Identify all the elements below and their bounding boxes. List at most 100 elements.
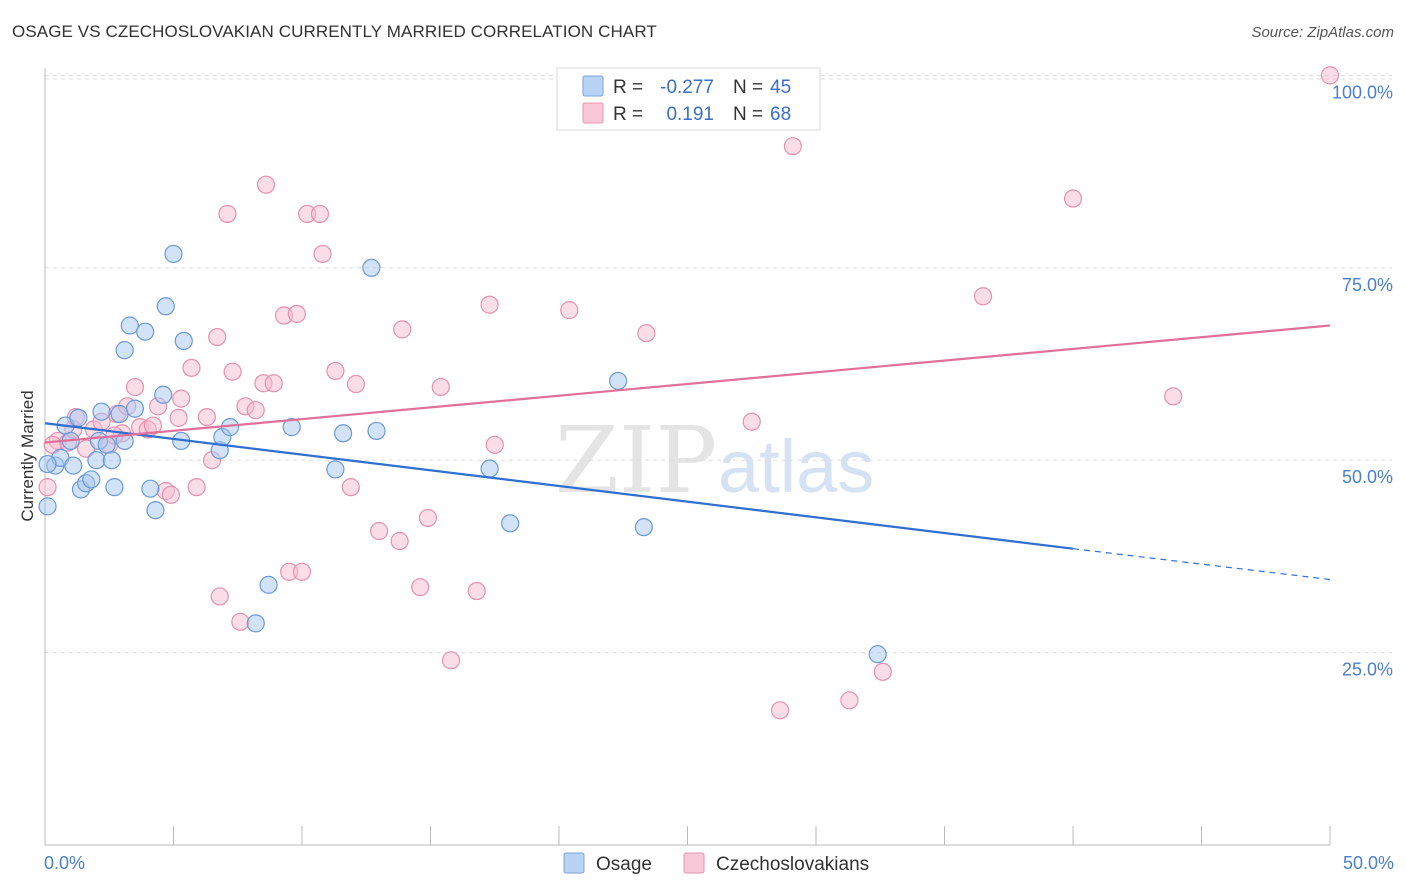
czechoslovakians-point[interactable] <box>411 578 430 597</box>
czechoslovakians-point[interactable] <box>742 412 761 431</box>
x-ticks <box>44 826 1331 845</box>
czechoslovakians-point[interactable] <box>172 389 191 408</box>
czechoslovakians-point[interactable] <box>292 562 312 581</box>
osage-point[interactable] <box>246 614 265 633</box>
osage-point[interactable] <box>102 451 121 470</box>
czechoslovakians-point[interactable] <box>873 662 892 681</box>
czechoslovakians-point[interactable] <box>246 401 265 420</box>
czechoslovakians-point[interactable] <box>223 362 242 381</box>
czechoslovakians-point[interactable] <box>256 175 276 194</box>
czechoslovakians-point[interactable] <box>441 651 461 670</box>
czechoslovakians-point[interactable] <box>210 587 229 606</box>
gridlines <box>45 74 1392 654</box>
czechoslovakians-point[interactable] <box>287 304 306 324</box>
osage-point[interactable] <box>480 459 499 478</box>
legend-osage-n-value: 45 <box>770 77 791 98</box>
osage-point[interactable] <box>64 456 83 475</box>
czechoslovakians-point[interactable] <box>1320 66 1340 85</box>
osage-point[interactable] <box>156 297 175 316</box>
watermark-zip: ZIP <box>555 407 717 514</box>
czechoslovakians-point[interactable] <box>370 521 389 541</box>
legend-czech-n-value: 68 <box>770 104 791 125</box>
osage-point[interactable] <box>154 385 173 404</box>
czechoslovakians-point[interactable] <box>182 358 201 377</box>
osage-point[interactable] <box>38 454 57 474</box>
czechoslovakians-point[interactable] <box>770 701 790 720</box>
czechoslovakians-point[interactable] <box>560 301 579 320</box>
osage-point[interactable] <box>609 371 628 391</box>
czechoslovakians-point[interactable] <box>197 407 217 427</box>
czechoslovakians-point[interactable] <box>480 295 499 314</box>
osage-point[interactable] <box>367 421 386 441</box>
series-legend: Osage Czechoslovakians <box>563 852 869 875</box>
czechoslovakians-point[interactable] <box>169 408 188 427</box>
osage-point[interactable] <box>146 501 165 520</box>
y-axis-label: Currently Married <box>18 390 37 521</box>
czechoslovakians-point[interactable] <box>326 361 345 381</box>
osage-point[interactable] <box>120 316 139 335</box>
correlation-legend: R = -0.277 N = 45 R = 0.191 N = 68 <box>556 67 821 131</box>
legend-osage-r-label: R = <box>613 77 643 98</box>
czechoslovakians-point[interactable] <box>264 374 283 393</box>
czechoslovakians-point[interactable] <box>431 377 450 397</box>
czechoslovakians-point[interactable] <box>840 691 859 710</box>
osage-point[interactable] <box>38 497 57 516</box>
czechoslovakians-point[interactable] <box>313 244 332 264</box>
czechoslovakians-point[interactable] <box>218 204 237 224</box>
czechoslovakians-point[interactable] <box>346 374 366 394</box>
czechoslovakians-point[interactable] <box>231 612 250 631</box>
czechoslovakians-point[interactable] <box>208 327 227 347</box>
czechoslovakians-point[interactable] <box>393 320 412 339</box>
osage-point[interactable] <box>174 331 193 351</box>
czechoslovakians-point[interactable] <box>310 204 330 224</box>
czechoslovakians-point[interactable] <box>637 324 656 343</box>
osage-point[interactable] <box>634 518 653 537</box>
czechoslovakians-point[interactable] <box>418 508 438 528</box>
osage-point[interactable] <box>259 575 278 594</box>
czechoslovakians-point[interactable] <box>161 485 181 504</box>
osage-point[interactable] <box>97 435 116 454</box>
x-tick-label-start: 0.0% <box>44 853 85 873</box>
bottom-legend-osage-label[interactable]: Osage <box>596 854 652 875</box>
czechoslovakians-point[interactable] <box>125 377 145 397</box>
czechoslovakians-point[interactable] <box>390 531 409 551</box>
osage-point[interactable] <box>125 399 145 418</box>
legend-czech-swatch <box>582 102 604 124</box>
osage-point[interactable] <box>115 341 134 360</box>
bottom-legend-czech-swatch[interactable] <box>683 852 705 874</box>
osage-point[interactable] <box>334 424 353 443</box>
czechoslovakians-point[interactable] <box>1063 189 1083 208</box>
osage-point[interactable] <box>868 645 887 664</box>
legend-osage-r-value: -0.277 <box>660 77 714 98</box>
osage-point[interactable] <box>164 244 183 264</box>
czechoslovakians-point[interactable] <box>38 478 57 497</box>
osage-point[interactable] <box>105 478 124 497</box>
osage-point[interactable] <box>501 514 520 533</box>
osage-point[interactable] <box>362 258 381 277</box>
czechoslovakians-point[interactable] <box>187 478 206 497</box>
osage-point[interactable] <box>141 479 160 498</box>
osage-points <box>38 244 887 664</box>
osage-point[interactable] <box>87 451 106 470</box>
czechoslovakians-point[interactable] <box>467 581 486 601</box>
czechoslovakians-point[interactable] <box>783 137 802 156</box>
watermark-atlas: atlas <box>718 425 874 508</box>
osage-point[interactable] <box>69 408 88 427</box>
czechoslovakians-trend-line <box>44 324 1331 444</box>
osage-point[interactable] <box>110 404 129 424</box>
osage-point[interactable] <box>82 470 101 489</box>
chart-title: OSAGE VS CZECHOSLOVAKIAN CURRENTLY MARRI… <box>12 22 657 41</box>
osage-point[interactable] <box>92 402 111 421</box>
bottom-legend-czech-label[interactable]: Czechoslovakians <box>716 854 869 875</box>
czechoslovakians-point[interactable] <box>143 416 163 435</box>
y-tick-label: 25.0% <box>1342 660 1393 680</box>
osage-point[interactable] <box>326 460 345 479</box>
osage-point[interactable] <box>282 418 301 437</box>
czechoslovakians-point[interactable] <box>1164 387 1183 406</box>
osage-point[interactable] <box>136 322 155 341</box>
y-tick-label: 75.0% <box>1342 275 1393 295</box>
czechoslovakians-point[interactable] <box>485 435 504 454</box>
czechoslovakians-point[interactable] <box>341 478 360 497</box>
bottom-legend-osage-swatch[interactable] <box>563 852 585 874</box>
czechoslovakians-point[interactable] <box>973 287 993 306</box>
